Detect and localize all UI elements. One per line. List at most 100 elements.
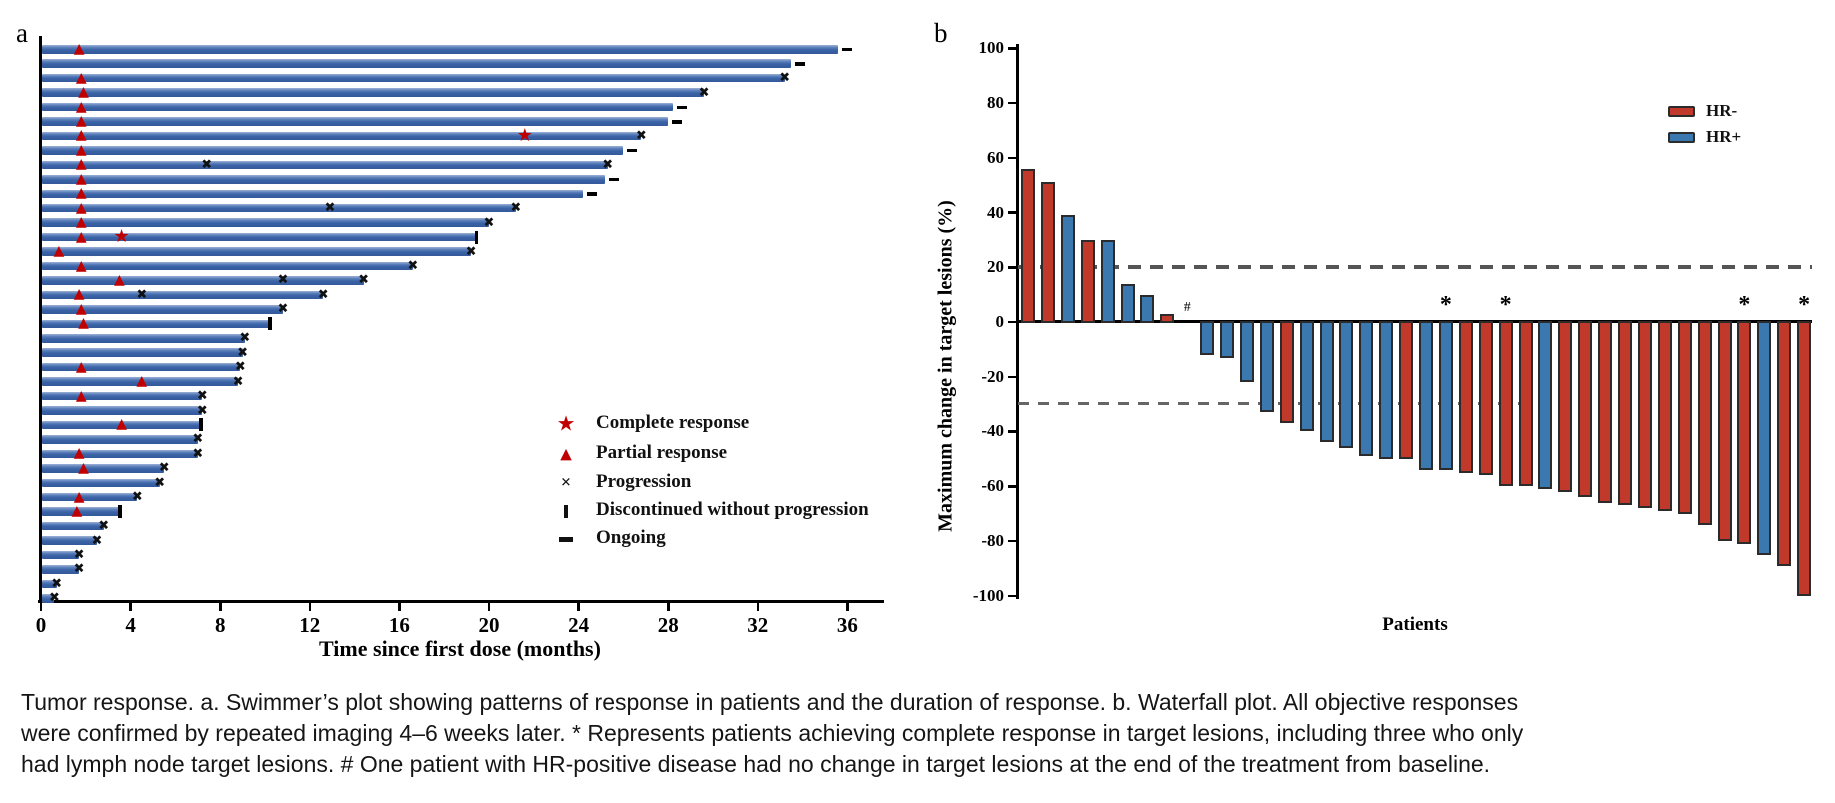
waterfall-bar [1259, 321, 1274, 413]
legend-hr-positive-swatch [1668, 132, 1695, 143]
progression-end-marker: ✖ [407, 258, 419, 274]
swimmer-x-tick [487, 603, 491, 611]
progression-end-marker: ✖ [465, 244, 477, 260]
swimmer-x-tick-label: 4 [125, 613, 136, 637]
swimmer-bar [42, 160, 608, 170]
ongoing-marker [672, 120, 683, 124]
swimmer-bar [42, 449, 198, 459]
waterfall-bar [1598, 321, 1613, 503]
swimmer-x-tick [577, 603, 580, 611]
ongoing-marker [842, 47, 853, 52]
complete-response-asterisk: * [1499, 292, 1512, 318]
reference-line-minus30 [1018, 402, 1812, 406]
waterfall-bar [1279, 321, 1294, 424]
swimmer-x-tick-label: 32 [747, 613, 769, 637]
progression-end-marker: ✖ [602, 157, 614, 173]
swimmer-bar [42, 435, 198, 444]
legend-item-label: Progression [596, 471, 692, 492]
progression-end-marker: ✖ [48, 590, 60, 606]
waterfall-y-tick-label: -100 [972, 585, 1004, 605]
partial-response-marker: ▲ [75, 69, 87, 86]
legend-item-label: Partial response [596, 442, 728, 463]
progression-end-marker: ✖ [196, 403, 208, 418]
waterfall-bar [1558, 321, 1573, 492]
legend-triangle-icon: ▲ [560, 444, 572, 463]
partial-response-marker: ▲ [75, 214, 87, 231]
swimmer-bar [42, 391, 203, 401]
swimmer-bar [42, 565, 80, 574]
panel-a-label: a [16, 18, 28, 48]
progression-end-marker: ✖ [698, 85, 710, 101]
legend-star-icon: ★ [556, 411, 576, 436]
waterfall-bar [1021, 168, 1035, 323]
reference-line-plus20 [1018, 265, 1812, 270]
waterfall-x-axis [1016, 320, 1812, 323]
waterfall-y-tick [1008, 594, 1016, 597]
waterfall-bar [1518, 321, 1533, 487]
waterfall-bar [1299, 321, 1314, 432]
discontinued-marker [474, 230, 479, 244]
waterfall-bar [1637, 321, 1652, 509]
progression-end-marker: ✖ [239, 330, 251, 346]
swimmer-x-tick-label: 12 [299, 613, 321, 637]
waterfall-y-tick [1008, 375, 1016, 379]
swimmer-x-tick [308, 603, 312, 611]
legend-item-label: Ongoing [596, 527, 666, 548]
swimmer-bar [42, 117, 669, 126]
swimmer-x-axis [38, 600, 884, 603]
no-change-hash: # [1183, 300, 1191, 315]
discontinued-marker [199, 418, 203, 432]
waterfall-x-axis-title: Patients [1382, 614, 1448, 635]
progression-end-marker: ✖ [154, 475, 166, 491]
waterfall-bar [1080, 239, 1095, 323]
legend-item-label: HR- [1706, 101, 1738, 120]
progression-end-marker: ✖ [483, 215, 495, 231]
swimmer-bar [42, 377, 239, 386]
progression-end-marker: ✖ [232, 374, 244, 390]
swimmer-bar [42, 131, 642, 141]
progression-marker: ✖ [277, 272, 289, 288]
waterfall-bar [1478, 321, 1493, 476]
partial-response-marker: ▲ [73, 40, 85, 57]
ongoing-marker [627, 148, 638, 153]
partial-response-marker: ▲ [73, 445, 85, 462]
partial-response-marker: ▲ [116, 416, 128, 433]
waterfall-y-axis-title-text: Maximum change in target lesions (%) [934, 200, 957, 532]
waterfall-bar [1160, 313, 1175, 323]
waterfall-y-tick [1008, 539, 1016, 543]
legend-progression-icon: ✕ [560, 475, 572, 491]
progression-end-marker: ✖ [91, 533, 103, 549]
waterfall-bar [1419, 321, 1433, 470]
swimmer-bar [42, 348, 243, 357]
swimmer-bar [42, 276, 364, 285]
swimmer-bar [42, 319, 270, 329]
waterfall-bar [1120, 283, 1135, 323]
swimmer-x-tick [667, 603, 670, 611]
waterfall-y-tick-label: 40 [987, 202, 1004, 222]
progression-end-marker: ✖ [192, 446, 204, 462]
waterfall-bar [1737, 321, 1752, 544]
swimmer-bar [42, 232, 476, 242]
discontinued-marker [268, 317, 272, 331]
progression-end-marker: ✖ [779, 70, 791, 86]
figure-caption: Tumor response. a. Swimmer’s plot showin… [21, 689, 1524, 777]
swimmer-bar [42, 507, 120, 516]
partial-response-marker: ▲ [114, 271, 125, 288]
waterfall-bar [1757, 321, 1772, 555]
progression-end-marker: ✖ [196, 388, 208, 404]
complete-response-marker: ★ [516, 124, 533, 146]
waterfall-y-tick-label: 20 [987, 257, 1004, 277]
legend-ongoing-icon [559, 537, 573, 542]
waterfall-bar [1060, 215, 1075, 323]
swimmer-bar [42, 189, 584, 198]
swimmer-bar [42, 290, 324, 300]
waterfall-bar [1379, 321, 1394, 459]
swimmer-bar [42, 218, 489, 227]
partial-response-marker: ▲ [75, 228, 87, 245]
waterfall-bar [1458, 321, 1473, 473]
waterfall-y-tick [1008, 156, 1016, 160]
partial-response-marker: ▲ [75, 156, 87, 173]
swimmer-bar [42, 420, 201, 430]
partial-response-marker: ▲ [136, 373, 148, 390]
swimmer-x-tick [846, 603, 849, 611]
